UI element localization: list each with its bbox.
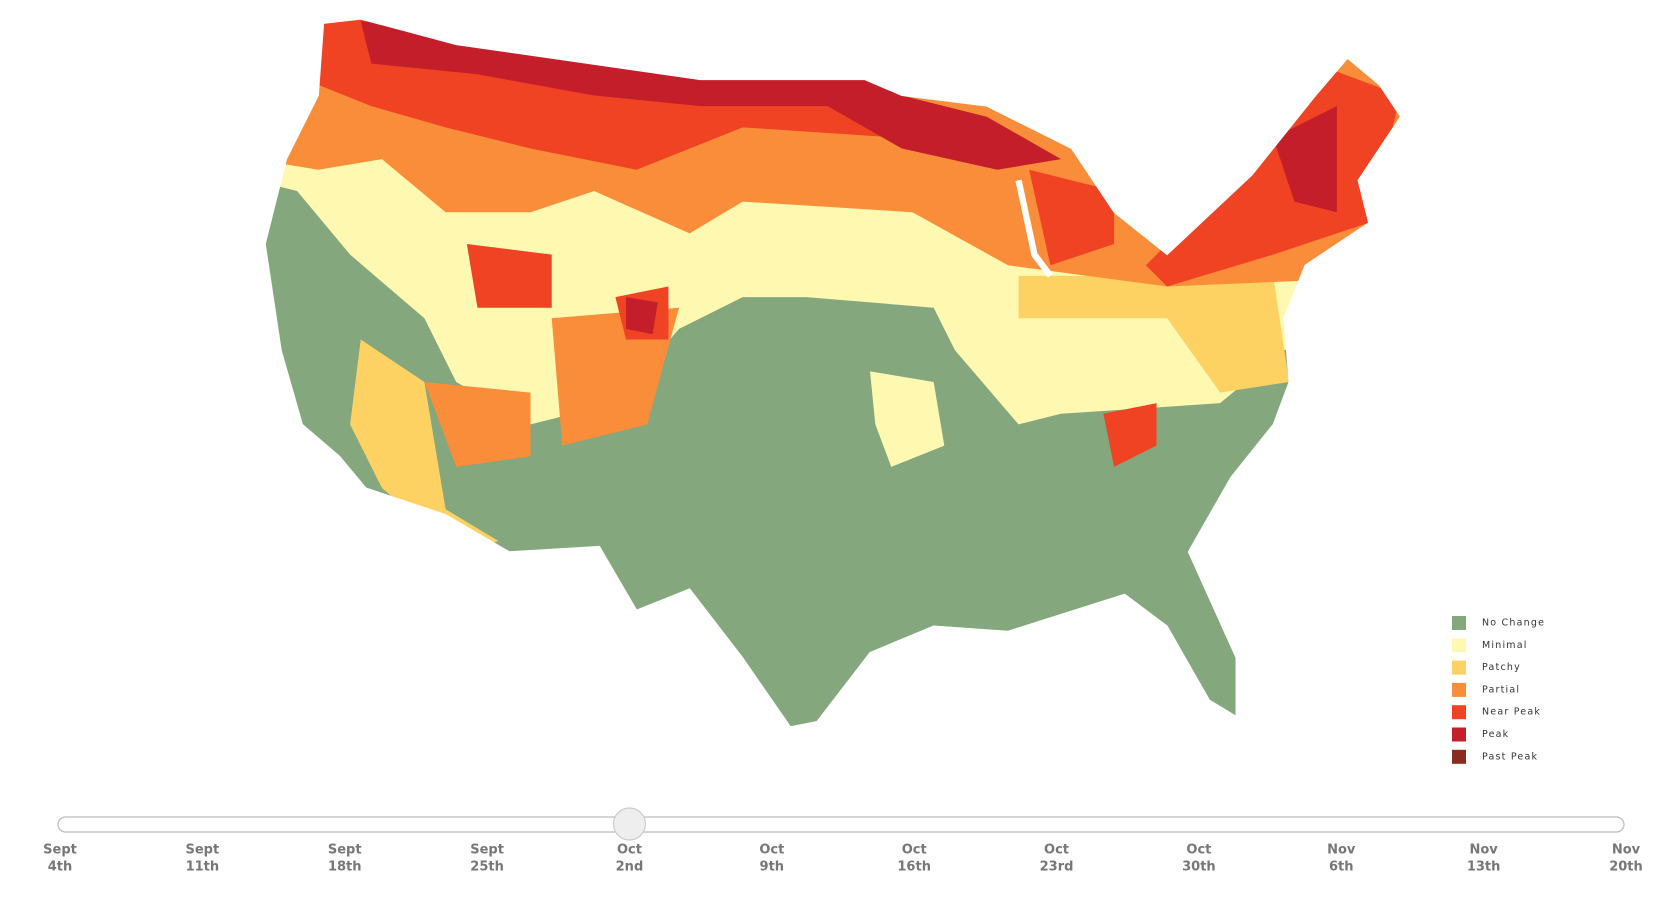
date-option[interactable]: Sept 25th: [470, 843, 504, 875]
region-partial: [551, 307, 680, 446]
lake-michigan: [1015, 179, 1053, 278]
date-month[interactable]: Oct: [759, 843, 784, 858]
date-day[interactable]: 20th: [1609, 860, 1643, 875]
region-near-peak: [1145, 63, 1401, 287]
date-month[interactable]: Oct: [1044, 843, 1069, 858]
legend-item: Near Peak: [1452, 705, 1541, 720]
date-month[interactable]: Nov: [1469, 843, 1498, 858]
date-slider: Sept4thSept11thSept18thSept25thOct2ndOct…: [43, 807, 1643, 875]
legend-swatch: [1452, 705, 1466, 720]
legend-swatch: [1452, 749, 1466, 764]
region-partial: [424, 381, 531, 467]
region-near-peak: [1029, 169, 1115, 266]
legend-swatch: [1452, 727, 1466, 742]
date-month[interactable]: Sept: [328, 843, 362, 858]
date-day[interactable]: 16th: [897, 860, 931, 875]
us-map: [264, 18, 1402, 728]
legend-swatch: [1452, 682, 1466, 697]
legend-label: Peak: [1482, 729, 1509, 740]
date-month[interactable]: Oct: [1186, 843, 1211, 858]
region-peak: [1273, 106, 1337, 213]
legend-label: Minimal: [1482, 640, 1528, 651]
map-regions: [265, 19, 1401, 727]
legend-label: Near Peak: [1482, 707, 1541, 718]
legend-item: Peak: [1452, 727, 1509, 742]
legend-swatch: [1452, 660, 1466, 675]
date-day[interactable]: 23rd: [1040, 860, 1074, 875]
date-month[interactable]: Oct: [902, 843, 927, 858]
date-option[interactable]: Sept 18th: [328, 843, 362, 875]
date-option[interactable]: Nov 20th: [1609, 843, 1643, 875]
date-day[interactable]: 25th: [470, 860, 504, 875]
date-day[interactable]: 4th: [48, 860, 73, 875]
region-patchy: [350, 339, 499, 552]
date-month[interactable]: Nov: [1612, 843, 1641, 858]
legend-item: Past Peak: [1452, 749, 1538, 764]
date-day[interactable]: 11th: [186, 860, 220, 875]
date-day[interactable]: 2nd: [616, 860, 644, 875]
legend-label: Partial: [1482, 684, 1520, 695]
region-patchy: [1018, 275, 1290, 393]
legend-item: No Change: [1452, 616, 1545, 630]
us-outline: [264, 18, 1402, 728]
date-option[interactable]: Oct 23rd: [1040, 843, 1074, 875]
date-option[interactable]: Oct 2nd: [616, 843, 644, 875]
date-day[interactable]: 18th: [328, 860, 362, 875]
legend-label: Patchy: [1482, 662, 1521, 673]
date-option[interactable]: Sept 4th: [43, 843, 77, 875]
legend-label: No Change: [1482, 618, 1545, 629]
date-day[interactable]: 9th: [760, 860, 785, 875]
date-month[interactable]: Sept: [43, 843, 77, 858]
date-option[interactable]: Oct 9th: [759, 843, 784, 875]
slider-track[interactable]: [57, 816, 1625, 833]
region-peak: [360, 21, 1061, 170]
date-day[interactable]: 13th: [1467, 860, 1501, 875]
region-peak: [625, 297, 658, 335]
legend-swatch: [1452, 616, 1466, 630]
region-minimal: [870, 371, 945, 467]
slider-knob[interactable]: [612, 807, 647, 841]
date-month[interactable]: Oct: [617, 843, 642, 858]
legend-item: Patchy: [1452, 660, 1521, 675]
date-option[interactable]: Oct 16th: [897, 843, 931, 875]
region-near-peak: [466, 244, 669, 340]
date-month[interactable]: Nov: [1327, 843, 1356, 858]
region-near-peak: [1103, 403, 1157, 467]
legend-swatch: [1452, 638, 1466, 653]
date-day[interactable]: 30th: [1182, 860, 1216, 875]
date-option[interactable]: Oct 30th: [1182, 843, 1216, 875]
date-option[interactable]: Sept 11th: [186, 843, 220, 875]
date-option[interactable]: Nov 13th: [1467, 843, 1501, 875]
legend-item: Partial: [1452, 682, 1520, 697]
date-month[interactable]: Sept: [470, 843, 504, 858]
date-option[interactable]: Nov 6th: [1327, 843, 1356, 875]
legend-label: Past Peak: [1482, 751, 1538, 762]
date-month[interactable]: Sept: [186, 843, 220, 858]
date-day[interactable]: 6th: [1329, 860, 1354, 875]
legend: No Change Minimal Patchy Partial Near Peak Pe…: [1452, 616, 1545, 764]
legend-item: Minimal: [1452, 638, 1528, 653]
